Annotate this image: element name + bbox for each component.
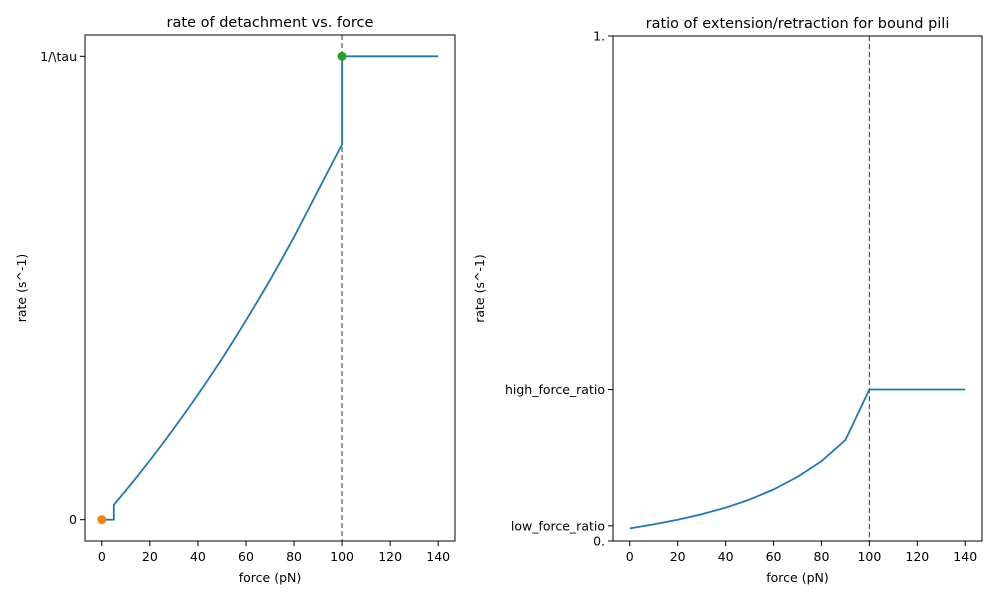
chart-left-xtick-label: 100 <box>330 549 354 564</box>
chart-right-xtick-label: 140 <box>953 549 977 564</box>
chart-right-ytick-label: high_force_ratio <box>505 382 605 397</box>
chart-left-xtick-label: 40 <box>190 549 206 564</box>
chart-right-xtick-label: 20 <box>670 549 686 564</box>
chart-right-xtick-label: 80 <box>814 549 830 564</box>
chart-left-axes-frame <box>84 34 456 542</box>
chart-left-title: rate of detachment vs. force <box>167 15 374 31</box>
chart-right-ytick-label: low_force_ratio <box>511 518 605 533</box>
chart-right-xtick-label: 60 <box>766 549 782 564</box>
chart-right-xlabel: force (pN) <box>766 570 829 585</box>
chart-right-axes-frame <box>612 35 983 542</box>
chart-left-xtick-label: 140 <box>426 549 450 564</box>
chart-right-marks: 0 20 40 60 80 100 120 140 0.low_force_ratio high_… <box>505 29 977 565</box>
chart-left-marks: 0 20 40 60 80 100 120 140 0 1/\tau <box>40 35 450 564</box>
chart-right-xtick-label: 100 <box>857 549 881 564</box>
chart-left-ylabel: rate (s^-1) <box>14 254 29 323</box>
chart-left-xtick-label: 0 <box>98 549 106 564</box>
chart-left-xtick-label: 80 <box>286 549 302 564</box>
chart-left-xtick-label: 60 <box>238 549 254 564</box>
chart-left-xtick-label: 20 <box>142 549 158 564</box>
chart-right-xtick-label: 0 <box>626 549 634 564</box>
chart-right-xtick-label: 120 <box>905 549 929 564</box>
chart-right-ytick-label: 0. <box>593 534 605 549</box>
chart-left: rate of detachment vs. force force (pN) … <box>14 15 456 585</box>
chart-left-xtick-label: 120 <box>378 549 402 564</box>
chart-left-ytick-label: 1/\tau <box>40 49 77 64</box>
chart-right: ratio of extension/retraction for bound … <box>472 16 983 585</box>
chart-right-title: ratio of extension/retraction for bound … <box>646 16 950 32</box>
chart-left-point <box>97 515 107 525</box>
chart-left-ytick-label: 0 <box>69 512 77 527</box>
chart-left-series-line <box>101 55 439 521</box>
chart-right-series-line <box>629 388 966 530</box>
chart-right-ylabel: rate (s^-1) <box>472 254 487 323</box>
chart-right-xtick-label: 40 <box>718 549 734 564</box>
chart-left-xlabel: force (pN) <box>239 570 302 585</box>
chart-right-ytick-label: 1. <box>593 29 605 44</box>
chart-left-point <box>337 51 347 61</box>
